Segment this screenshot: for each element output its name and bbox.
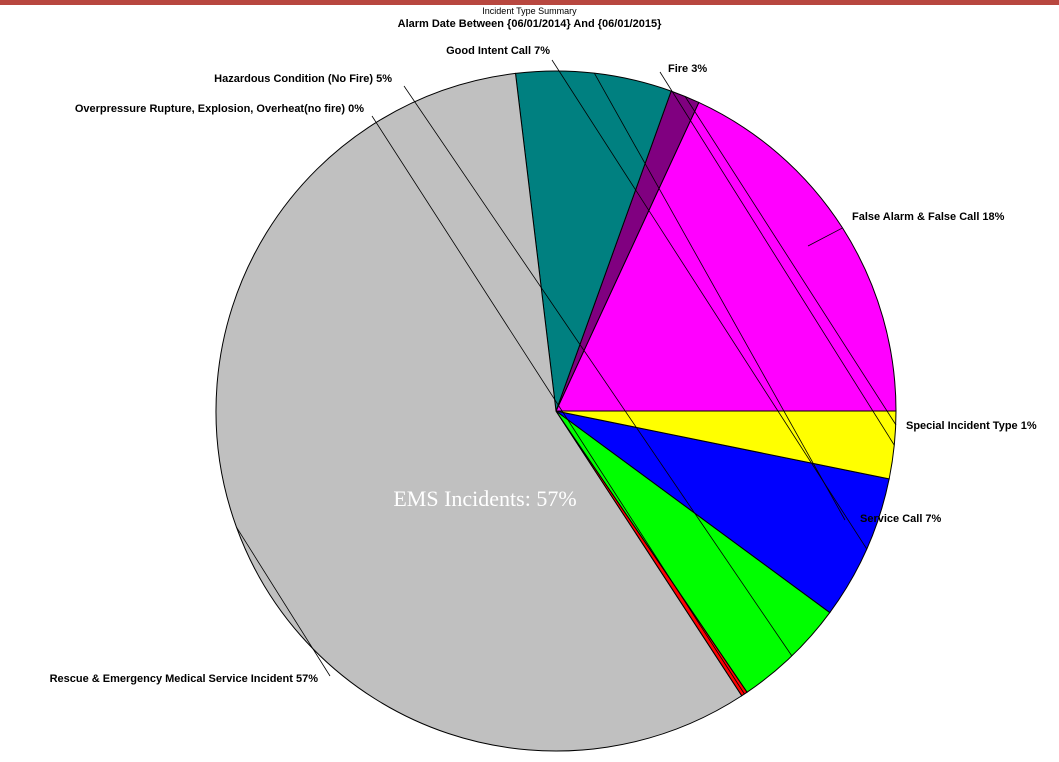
slice-label: Service Call 7%	[860, 513, 942, 525]
leader-line	[371, 115, 745, 695]
chart-title: Alarm Date Between {06/01/2014} And {06/…	[397, 18, 662, 30]
leader-line	[236, 526, 331, 677]
leader-line	[807, 227, 843, 247]
leader-line	[551, 59, 868, 550]
leader-line	[594, 72, 846, 521]
slice-label: Special Incident Type 1%	[906, 420, 1037, 432]
leader-line	[659, 71, 895, 446]
top-accent-bar	[0, 0, 1059, 5]
pie-slice	[555, 101, 897, 412]
leader-line	[684, 96, 897, 426]
slice-label: Good Intent Call 7%	[446, 45, 550, 57]
ems-overlay-label: EMS Incidents: 57%	[393, 486, 576, 511]
slice-label: Rescue & Emergency Medical Service Incid…	[50, 673, 319, 685]
chart-subtitle: Incident Type Summary	[482, 6, 577, 16]
slice-label: False Alarm & False Call 18%	[852, 211, 1005, 223]
leader-line	[403, 85, 793, 657]
slice-label: Hazardous Condition (No Fire) 5%	[214, 73, 392, 85]
slice-label: Overpressure Rupture, Explosion, Overhea…	[75, 103, 364, 115]
slice-label: Fire 3%	[668, 63, 707, 75]
